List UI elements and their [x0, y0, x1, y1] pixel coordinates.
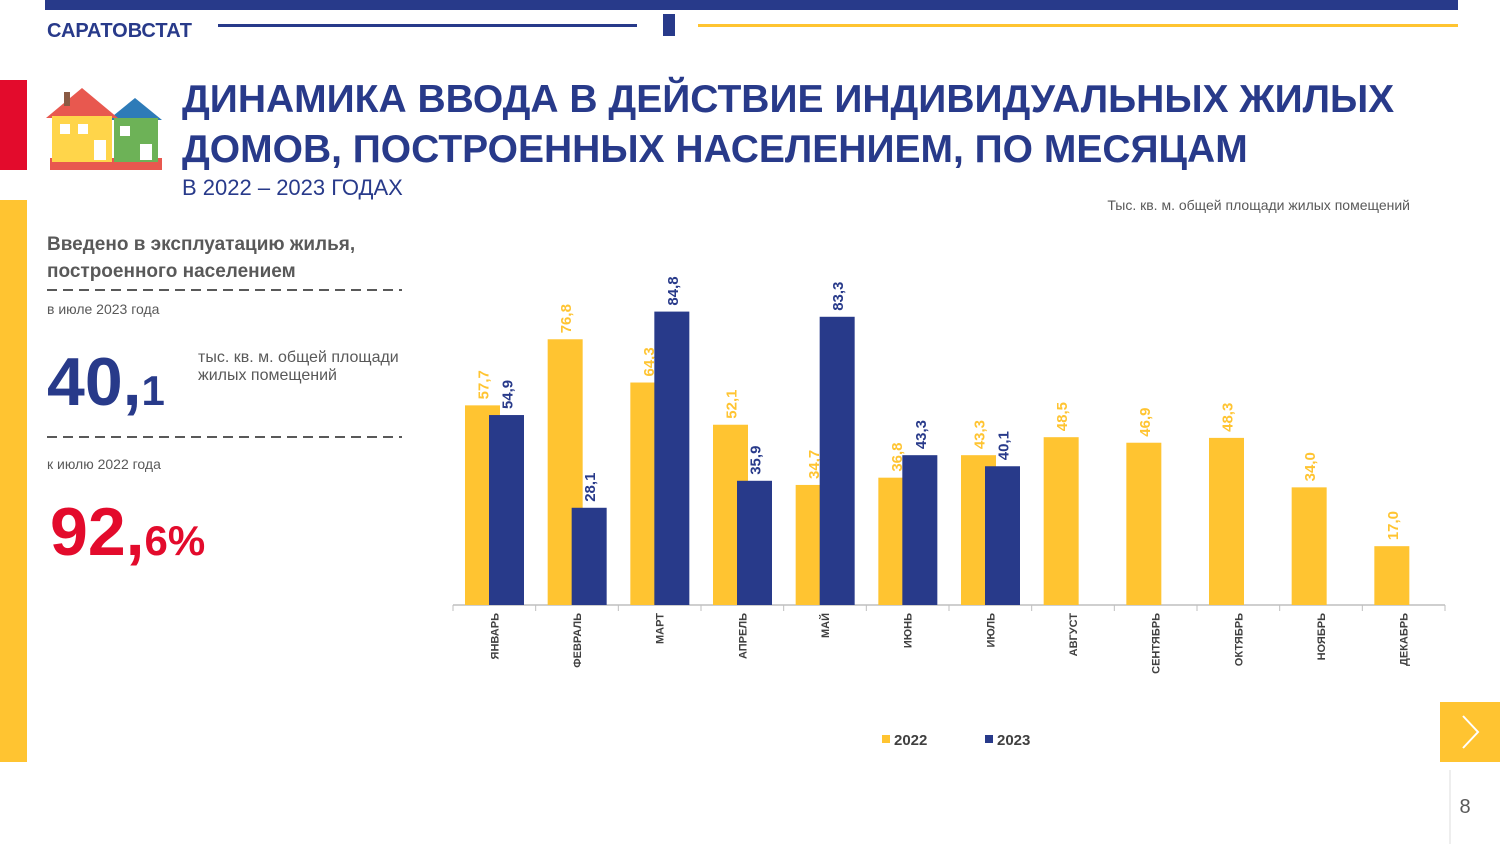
unit: жилых помещений	[198, 367, 337, 384]
x-tick-label: ИЮНЬ	[903, 613, 915, 648]
rule-block	[663, 14, 675, 36]
value-label: 34,7	[806, 450, 823, 479]
value-label: 83,3	[830, 282, 847, 311]
value-label: 54,9	[500, 380, 517, 409]
x-tick-label: ФЕВРАЛЬ	[572, 613, 584, 668]
legend-label: 2022	[894, 732, 927, 749]
x-tick-label: ОКТЯБРЬ	[1233, 613, 1245, 666]
bar	[1043, 437, 1079, 605]
unit-note: Тыс. кв. м. общей площади жилых помещени…	[1107, 197, 1410, 213]
next-button-bg[interactable]	[1440, 702, 1500, 762]
bar	[654, 311, 690, 605]
top-bar	[45, 0, 1458, 10]
percent-integer: 92,	[50, 494, 145, 570]
bar	[1291, 487, 1327, 605]
big-value: 40,1	[47, 344, 165, 420]
value-fraction: 1	[142, 367, 165, 414]
x-tick-label: ИЮЛЬ	[985, 613, 997, 648]
rule	[698, 24, 1458, 27]
title: ДОМОВ, ПОСТРОЕННЫХ НАСЕЛЕНИЕМ, ПО МЕСЯЦА…	[182, 128, 1248, 171]
accent	[0, 80, 27, 170]
value-label: 35,9	[748, 446, 765, 475]
legend-swatch	[882, 735, 890, 743]
value-integer: 40,	[47, 344, 142, 420]
value-label: 46,9	[1137, 408, 1154, 437]
value-label: 76,8	[558, 304, 575, 333]
agency: САРАТОВСТАТ	[47, 20, 192, 42]
value-label: 17,0	[1385, 511, 1402, 540]
rule	[218, 24, 637, 27]
bar	[1209, 437, 1244, 605]
big-percent: 92,6%	[50, 494, 205, 570]
percent-fraction: 6%	[145, 517, 206, 564]
houses-icon	[46, 88, 162, 170]
bar	[985, 466, 1020, 605]
bar	[819, 316, 855, 605]
x-tick-label: ЯНВАРЬ	[489, 613, 501, 660]
value-label: 43,3	[913, 420, 930, 449]
bar	[737, 480, 772, 605]
bar	[1374, 546, 1410, 605]
bar	[902, 455, 938, 605]
period: в июле 2023 года	[47, 301, 160, 317]
comparison-period: к июлю 2022 года	[47, 456, 161, 472]
page-number: 8	[1459, 796, 1470, 818]
value-label: 84,8	[665, 276, 682, 305]
subtitle: В 2022 – 2023 ГОДАХ	[182, 175, 403, 200]
bar	[571, 507, 607, 605]
value-label: 40,1	[996, 431, 1013, 460]
next-button[interactable]	[1440, 702, 1500, 762]
value-label: 48,5	[1054, 402, 1071, 431]
bar	[489, 415, 524, 605]
title: ДИНАМИКА ВВОДА В ДЕЙСТВИЕ ИНДИВИДУАЛЬНЫХ…	[182, 76, 1394, 121]
value-label: 48,3	[1220, 403, 1237, 432]
sidebar-heading: Введено в эксплуатацию жилья,	[47, 234, 355, 255]
value-label: 57,7	[476, 370, 493, 399]
value-label: 43,3	[972, 420, 989, 449]
bar	[1126, 442, 1162, 605]
x-tick-label: СЕНТЯБРЬ	[1151, 613, 1163, 674]
value-label: 52,1	[724, 390, 741, 419]
legend-swatch	[985, 735, 993, 743]
x-tick-label: НОЯБРЬ	[1316, 613, 1328, 661]
accent	[0, 200, 27, 762]
value-label: 28,1	[582, 473, 599, 502]
legend-label: 2023	[997, 732, 1030, 749]
value-label: 34,0	[1302, 452, 1319, 481]
next-chevron[interactable]	[1462, 715, 1480, 749]
x-tick-label: АВГУСТ	[1068, 613, 1080, 657]
value-label: 36,8	[889, 442, 906, 471]
sidebar-heading: построенного населением	[47, 261, 296, 282]
x-tick-label: МАЙ	[819, 613, 832, 638]
unit: тыс. кв. м. общей площади	[198, 349, 399, 366]
x-tick-label: МАРТ	[655, 613, 667, 644]
x-tick-label: АПРЕЛЬ	[737, 613, 749, 659]
value-label: 64,3	[641, 347, 658, 376]
x-tick-label: ДЕКАБРЬ	[1399, 613, 1411, 666]
